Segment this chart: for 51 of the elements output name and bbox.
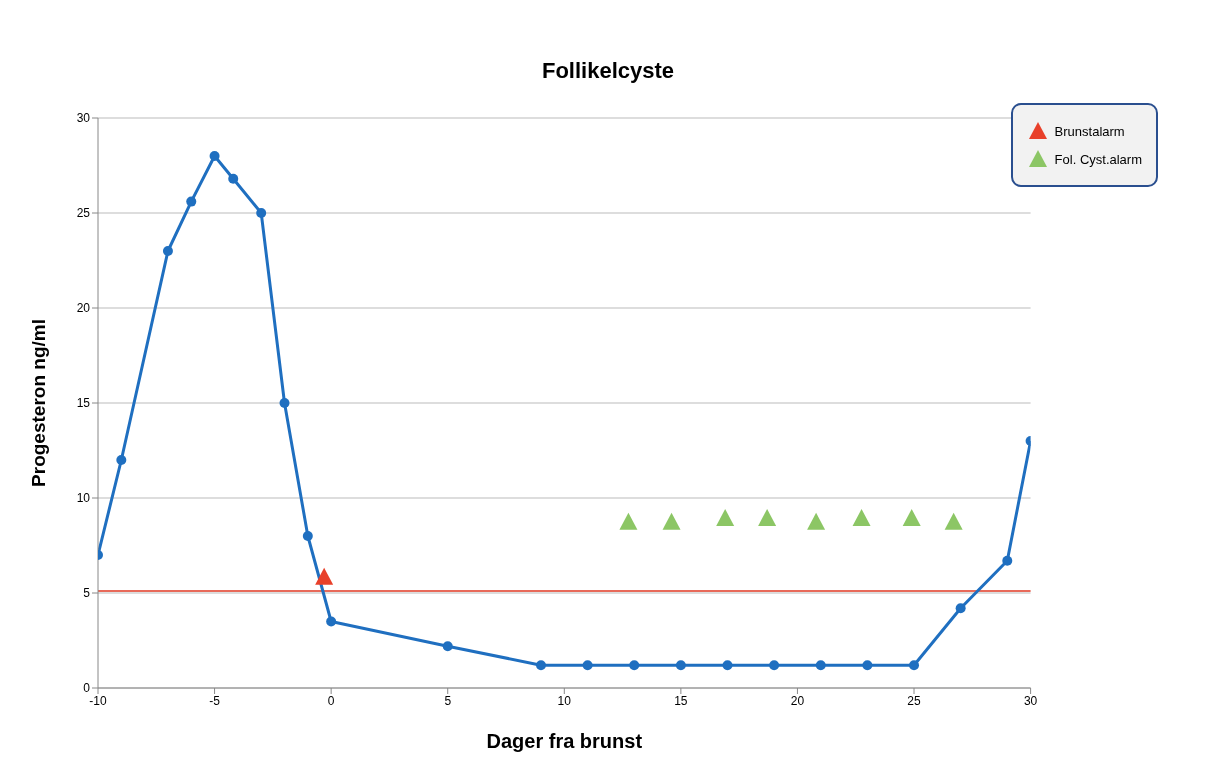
point	[186, 196, 197, 207]
y-tick-label: 25	[76, 206, 91, 221]
point	[256, 208, 267, 218]
point	[662, 512, 681, 530]
point	[116, 455, 127, 465]
point	[162, 246, 173, 256]
x-tick-label: 15	[674, 693, 688, 708]
x-tick-label: 20	[790, 693, 805, 708]
point	[807, 512, 826, 530]
point	[769, 660, 780, 671]
x-tick-label: 10	[557, 693, 572, 708]
point	[675, 660, 686, 671]
y-tick-label: 15	[76, 396, 91, 411]
y-tick-label: 0	[83, 681, 91, 696]
point	[852, 508, 871, 526]
x-tick-label: -10	[89, 693, 107, 708]
point	[902, 508, 921, 526]
y-axis-title: Progesteron ng/ml	[27, 319, 49, 487]
point	[619, 512, 638, 530]
point	[909, 660, 920, 671]
point	[209, 151, 220, 161]
x-tick-label: 25	[907, 693, 922, 708]
point	[716, 508, 735, 526]
chart-title: Follikelcyste	[540, 57, 676, 85]
y-tick-label: 10	[76, 491, 91, 506]
point	[1002, 555, 1013, 566]
point	[955, 603, 966, 614]
legend-label: Fol. Cyst.alarm	[1054, 151, 1142, 167]
x-tick-label: -5	[209, 693, 221, 708]
point	[535, 660, 546, 671]
y-tick-label: 30	[76, 111, 91, 126]
point	[815, 660, 826, 671]
point	[326, 616, 337, 627]
point	[582, 660, 593, 671]
point	[302, 531, 313, 541]
x-tick-label: 0	[327, 693, 335, 708]
point	[279, 398, 290, 408]
point	[944, 512, 963, 530]
y-tick-label: 5	[83, 586, 91, 601]
point	[442, 641, 453, 652]
y-tick-label: 20	[76, 301, 91, 316]
x-tick-label: 30	[1023, 693, 1038, 708]
point	[228, 173, 239, 184]
point	[722, 660, 733, 671]
point	[315, 567, 334, 585]
point	[629, 660, 640, 671]
point	[862, 660, 873, 671]
legend-label: Brunstalarm	[1054, 123, 1125, 139]
x-tick-label: 5	[444, 693, 452, 708]
x-axis-title: Dager fra brunst	[486, 730, 643, 752]
point	[758, 508, 777, 526]
